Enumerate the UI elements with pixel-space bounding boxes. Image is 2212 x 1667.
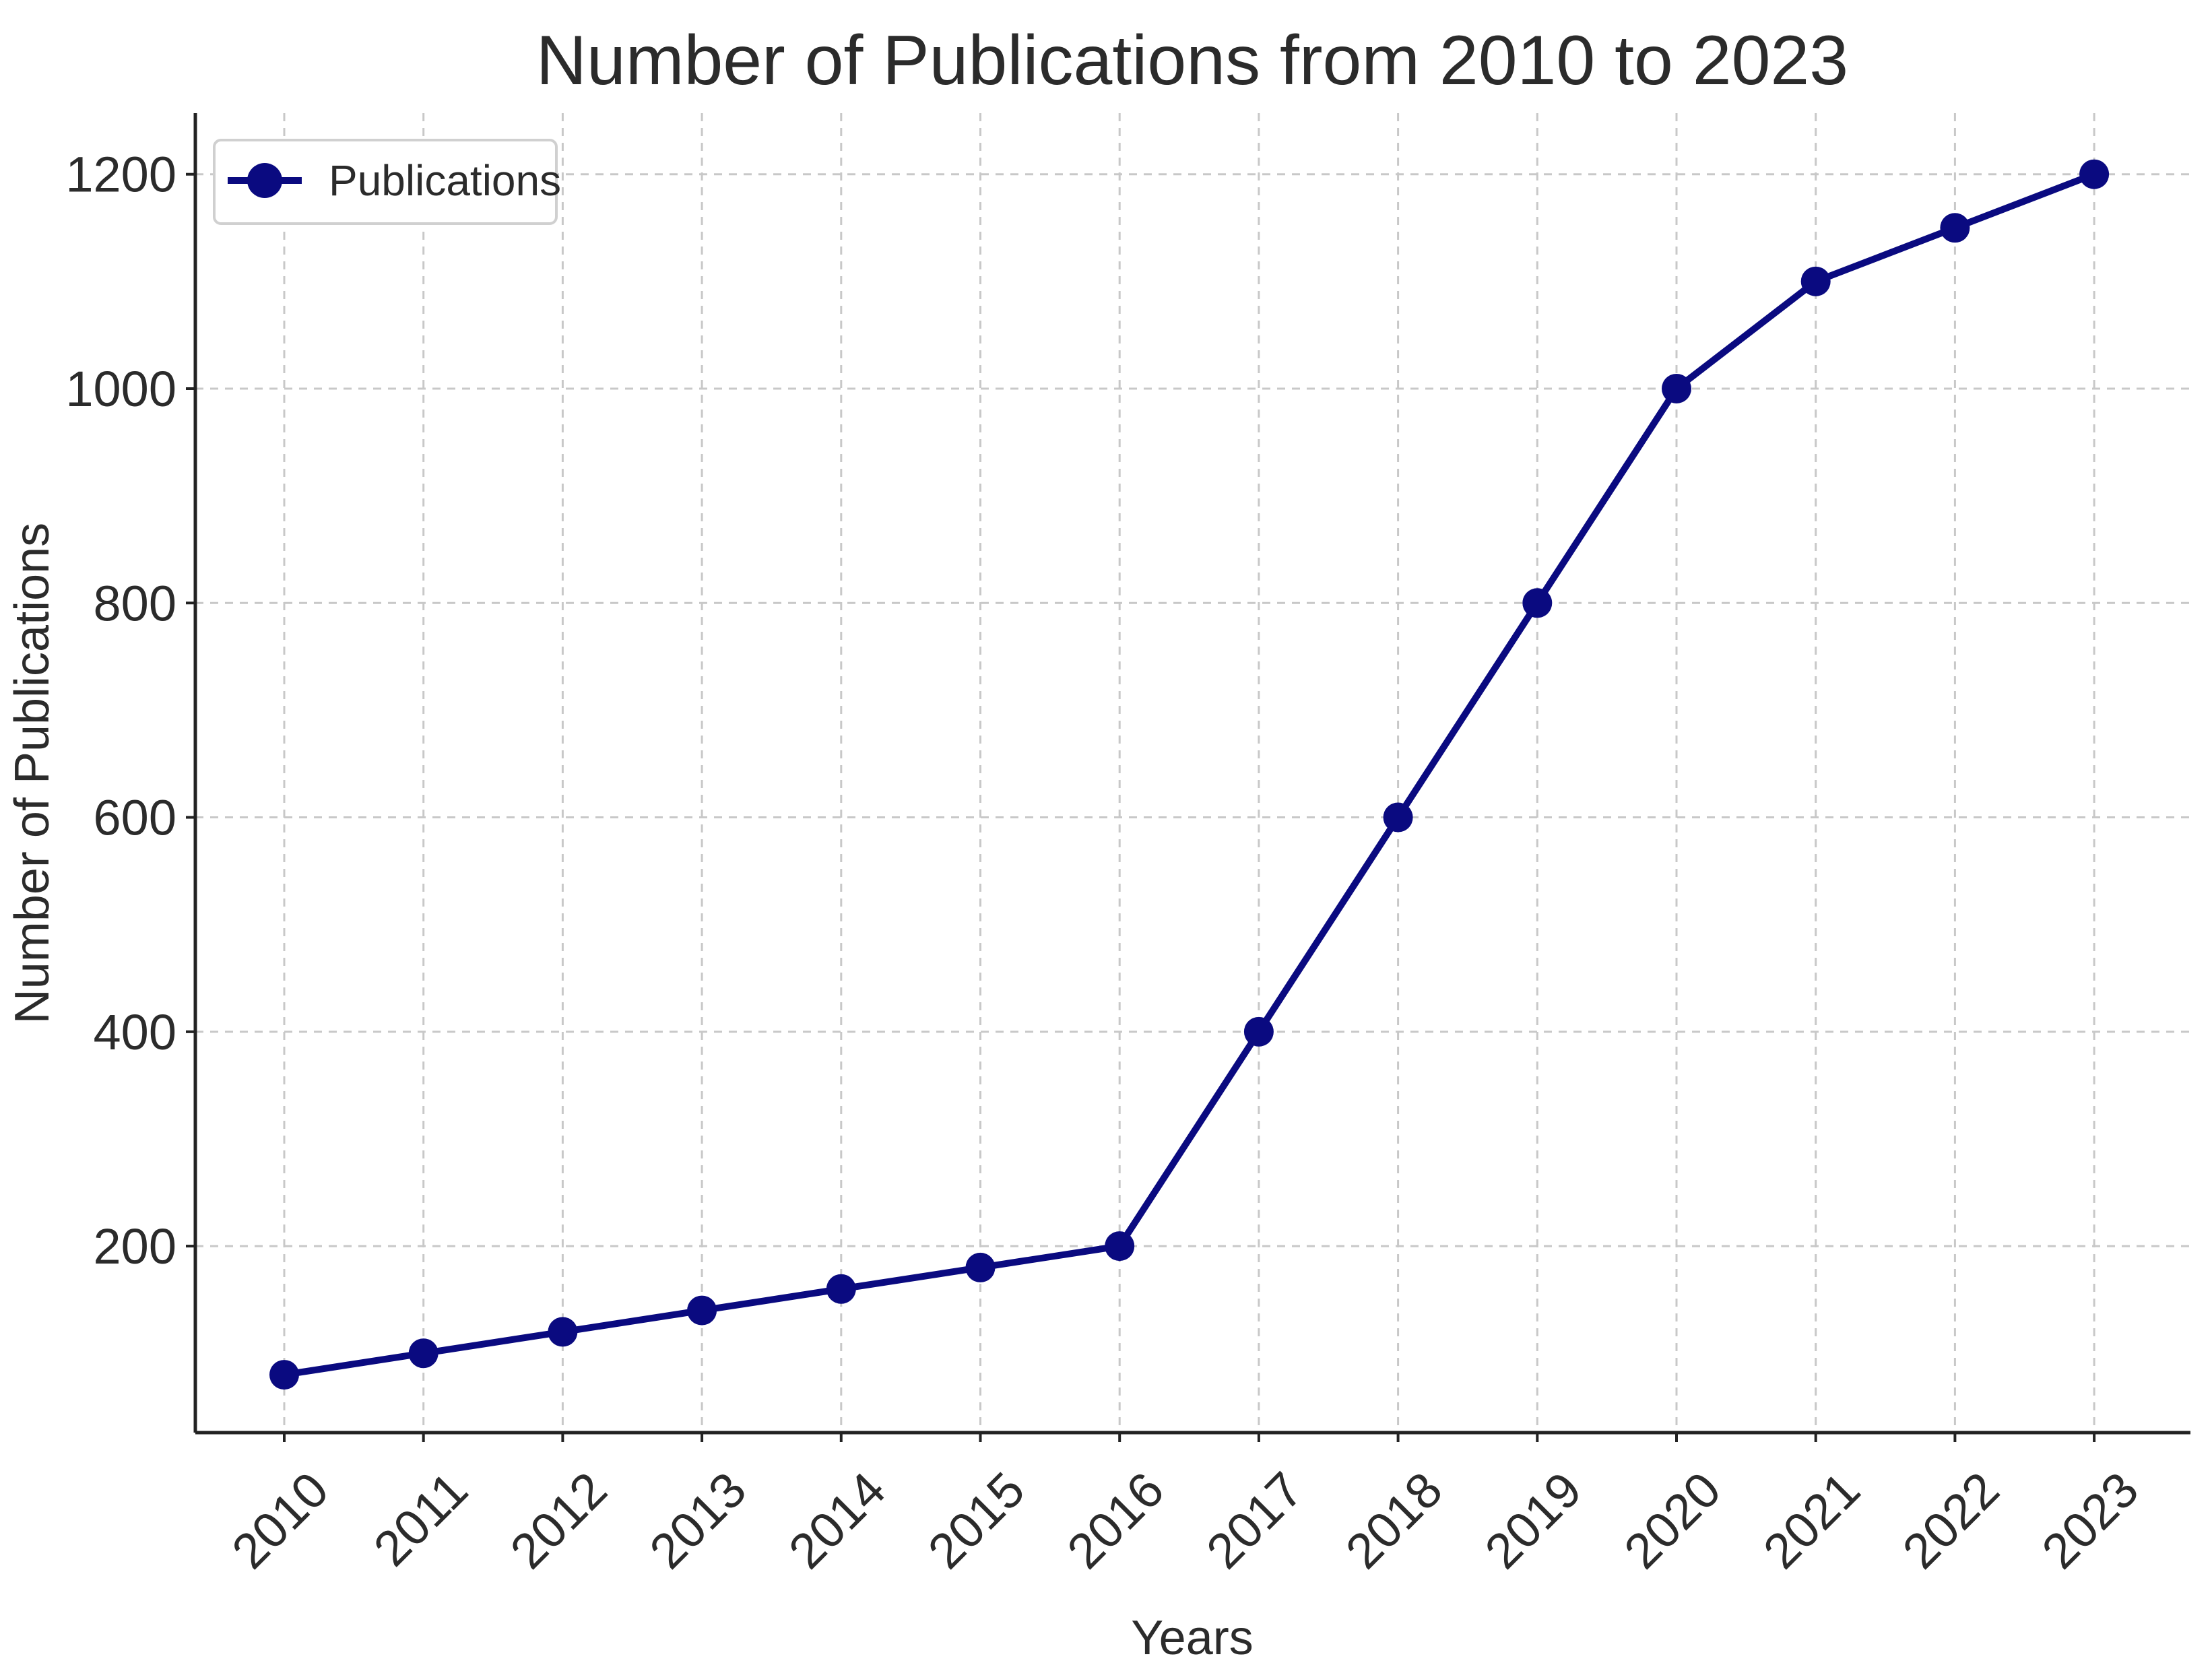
legend-label: Publications [329,156,561,205]
y-axis-label: Number of Publications [5,523,59,1024]
data-point [826,1274,856,1304]
data-point [1940,213,1970,243]
data-point [269,1360,299,1390]
data-point [2079,159,2110,189]
data-point [1105,1231,1135,1262]
y-tick-label: 1200 [65,147,176,203]
data-point [1662,373,1691,403]
data-point [1243,1016,1274,1047]
chart-title: Number of Publications from 2010 to 2023 [536,22,1848,100]
data-point [1800,266,1831,296]
legend: Publications [213,139,561,225]
y-axis-ticks: 200 400 600 800 1000 1200 [65,147,195,1274]
data-point [548,1317,578,1347]
series-line [281,170,2098,1379]
x-axis-label: Years [1131,1611,1253,1664]
y-tick-label: 1000 [65,361,176,417]
y-tick-label: 600 [94,790,176,846]
data-point [687,1295,717,1326]
y-tick-label: 800 [94,575,176,631]
legend-box [213,139,558,225]
legend-series-marker [247,163,282,198]
data-point [965,1252,996,1282]
series-layer [269,159,2110,1390]
data-point [1522,588,1553,618]
y-tick-label: 200 [94,1218,176,1274]
axes [193,113,2190,1435]
y-tick-label: 400 [94,1004,176,1060]
data-point [1383,802,1413,832]
data-point [408,1338,438,1369]
